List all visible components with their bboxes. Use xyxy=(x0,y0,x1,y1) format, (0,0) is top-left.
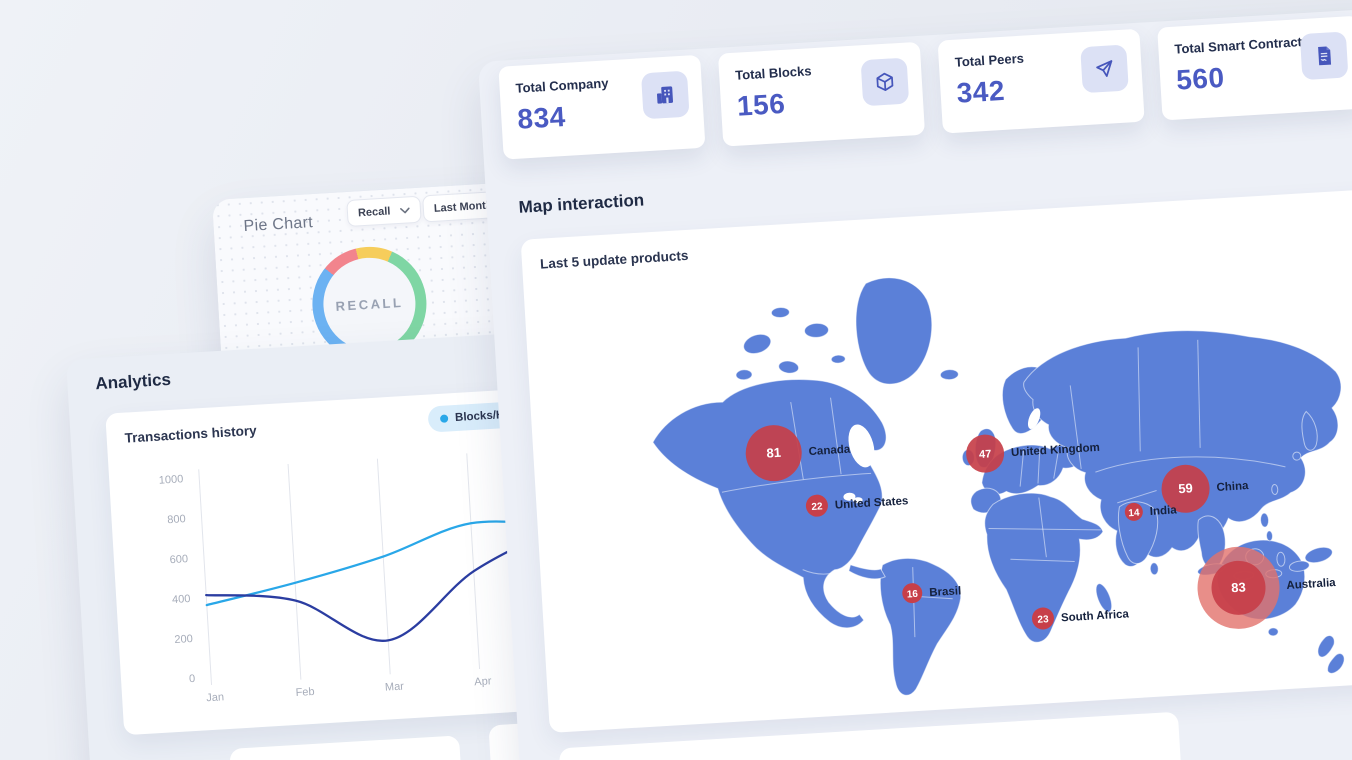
svg-text:Brasil: Brasil xyxy=(929,585,962,599)
map-marker-china[interactable]: 59 China xyxy=(1160,461,1250,514)
pie-chart-title: Pie Chart xyxy=(243,214,314,236)
svg-text:Mar: Mar xyxy=(385,681,405,694)
map-interaction-heading: Map interaction xyxy=(518,190,645,217)
building-icon xyxy=(640,70,690,120)
svg-text:South Africa: South Africa xyxy=(1061,608,1130,624)
svg-text:Australia: Australia xyxy=(1286,577,1336,592)
stat-card-total-blocks: Total Blocks 156 xyxy=(717,41,926,147)
svg-text:India: India xyxy=(1150,504,1178,518)
svg-text:59: 59 xyxy=(1178,480,1193,496)
svg-text:1000: 1000 xyxy=(158,473,183,486)
svg-text:Jan: Jan xyxy=(206,691,224,704)
donut-hole: RECALL xyxy=(320,255,419,353)
svg-text:14: 14 xyxy=(1128,508,1140,520)
svg-text:0: 0 xyxy=(189,673,196,685)
recall-dropdown-label: Recall xyxy=(357,204,391,219)
map-marker-brasil[interactable]: 16 Brasil xyxy=(902,580,962,604)
svg-text:200: 200 xyxy=(174,633,193,646)
svg-text:United Kingdom: United Kingdom xyxy=(1011,442,1100,459)
cube-icon xyxy=(860,57,910,107)
map-marker-united-kingdom[interactable]: 47 United Kingdom xyxy=(965,428,1101,474)
svg-text:Apr: Apr xyxy=(474,675,492,688)
world-map[interactable]: 81 Canada 22 United States 47 United Kingdom 5… xyxy=(633,239,1352,720)
svg-text:47: 47 xyxy=(979,448,992,461)
svg-text:Canada: Canada xyxy=(808,444,851,458)
send-icon xyxy=(1080,44,1129,94)
stat-card-total-smart-contracts: Total Smart Contracts 560 xyxy=(1157,15,1352,121)
svg-text:600: 600 xyxy=(169,553,188,566)
svg-text:China: China xyxy=(1216,480,1249,494)
map-card: Last 5 update products 81 Canada 22 United … xyxy=(520,183,1352,733)
chevron-down-icon xyxy=(400,207,411,213)
svg-text:400: 400 xyxy=(172,593,191,606)
transactions-history-title: Transactions history xyxy=(124,422,257,446)
svg-text:81: 81 xyxy=(766,445,781,461)
map-marker-australia[interactable]: 83 Australia xyxy=(1195,541,1338,631)
stat-card-total-company: Total Company 834 xyxy=(498,54,706,160)
map-card-title: Last 5 update products xyxy=(539,247,689,272)
svg-text:83: 83 xyxy=(1231,579,1246,595)
svg-text:Feb: Feb xyxy=(295,686,315,699)
contract-icon xyxy=(1299,31,1349,81)
donut-center-label: RECALL xyxy=(335,294,404,314)
svg-text:16: 16 xyxy=(906,589,918,601)
svg-text:United States: United States xyxy=(835,495,909,511)
svg-text:23: 23 xyxy=(1037,614,1049,626)
svg-text:22: 22 xyxy=(811,501,823,513)
card xyxy=(229,735,464,760)
map-marker-india[interactable]: 14 India xyxy=(1124,500,1178,521)
map-marker-united-states[interactable]: 22 United States xyxy=(805,489,909,517)
map-interaction-panel: Total Company 834 Total Blocks 156 Total… xyxy=(478,2,1352,760)
analytics-heading: Analytics xyxy=(94,369,172,394)
recall-dropdown[interactable]: Recall xyxy=(346,195,423,227)
map-marker-canada[interactable]: 81 Canada xyxy=(744,421,852,483)
stat-card-total-peers: Total Peers 342 xyxy=(937,28,1145,134)
svg-text:800: 800 xyxy=(167,513,186,526)
map-marker-south-africa[interactable]: 23 South Africa xyxy=(1031,602,1130,630)
legend-dot-icon xyxy=(439,414,449,423)
